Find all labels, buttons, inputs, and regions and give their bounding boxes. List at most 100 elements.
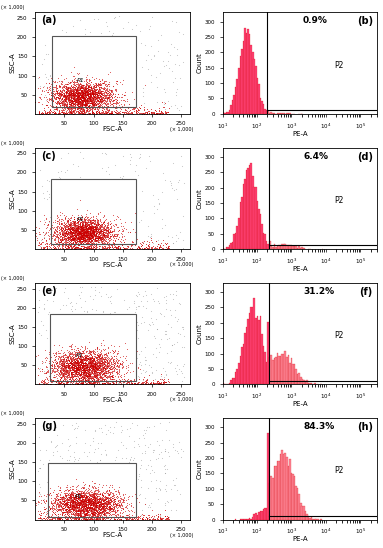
Point bbox=[74, 89, 80, 98]
Point bbox=[72, 499, 78, 508]
Point bbox=[101, 148, 108, 157]
Point bbox=[91, 226, 97, 235]
Point bbox=[76, 500, 82, 509]
Point bbox=[115, 242, 121, 250]
Point bbox=[84, 222, 90, 231]
Point bbox=[57, 505, 63, 513]
Point bbox=[89, 509, 95, 517]
Point bbox=[69, 509, 75, 518]
Point bbox=[75, 90, 82, 99]
Point bbox=[110, 378, 116, 387]
Point bbox=[120, 490, 126, 499]
Point bbox=[88, 244, 95, 253]
Point bbox=[111, 504, 117, 513]
Point bbox=[76, 232, 82, 241]
Point bbox=[68, 93, 74, 101]
Point bbox=[73, 103, 79, 112]
Point bbox=[125, 515, 131, 523]
Point bbox=[58, 236, 64, 244]
Point bbox=[93, 88, 99, 96]
Point bbox=[117, 237, 123, 246]
Point bbox=[67, 501, 74, 510]
Bar bbox=[277, 113, 278, 114]
Point bbox=[105, 163, 111, 172]
Point bbox=[173, 44, 180, 53]
Point bbox=[98, 28, 104, 37]
Point bbox=[90, 513, 96, 522]
Point bbox=[111, 226, 117, 235]
Point bbox=[106, 501, 112, 510]
Point bbox=[72, 230, 79, 238]
Point bbox=[48, 80, 54, 89]
Point bbox=[112, 379, 118, 388]
Point bbox=[23, 488, 29, 496]
Point bbox=[90, 101, 96, 110]
Point bbox=[103, 356, 110, 365]
Point bbox=[62, 353, 68, 362]
Point bbox=[85, 224, 91, 233]
Point bbox=[56, 495, 62, 504]
Point bbox=[95, 86, 101, 95]
Point bbox=[71, 236, 77, 244]
Point bbox=[79, 357, 85, 366]
Point bbox=[109, 87, 115, 96]
Point bbox=[108, 102, 115, 111]
Point bbox=[77, 369, 83, 378]
Point bbox=[64, 367, 70, 376]
Bar bbox=[235, 233, 236, 249]
Point bbox=[94, 503, 100, 511]
Point bbox=[90, 89, 96, 98]
Point bbox=[93, 88, 99, 96]
Point bbox=[131, 453, 137, 462]
Point bbox=[68, 99, 74, 108]
Point bbox=[132, 490, 138, 499]
Point bbox=[120, 222, 126, 231]
Point bbox=[103, 103, 110, 112]
Point bbox=[67, 491, 74, 500]
Point bbox=[67, 513, 73, 522]
Point bbox=[139, 380, 146, 389]
Point bbox=[79, 505, 85, 514]
Point bbox=[77, 101, 83, 110]
Point bbox=[90, 100, 96, 109]
Point bbox=[66, 356, 72, 365]
Point bbox=[81, 235, 87, 244]
Point bbox=[116, 377, 122, 386]
Bar bbox=[244, 333, 246, 384]
Point bbox=[59, 361, 65, 369]
Point bbox=[58, 88, 64, 96]
Point bbox=[90, 90, 97, 99]
Point bbox=[93, 354, 99, 363]
Point bbox=[72, 89, 78, 98]
Point bbox=[98, 354, 104, 363]
Point bbox=[75, 490, 81, 499]
Point bbox=[82, 366, 88, 374]
Point bbox=[97, 86, 103, 95]
Point bbox=[88, 237, 95, 246]
Point bbox=[100, 236, 106, 244]
Point bbox=[90, 235, 96, 243]
Point bbox=[62, 81, 68, 90]
Point bbox=[62, 93, 68, 101]
Point bbox=[96, 104, 102, 113]
Point bbox=[109, 92, 115, 101]
Point bbox=[78, 512, 84, 521]
Point bbox=[86, 366, 92, 374]
Point bbox=[79, 379, 85, 388]
Point bbox=[52, 497, 58, 506]
Point bbox=[105, 235, 111, 243]
Point bbox=[83, 359, 90, 368]
Bar bbox=[260, 511, 261, 520]
Point bbox=[86, 232, 92, 241]
Point bbox=[133, 291, 139, 300]
Point bbox=[85, 376, 91, 385]
Point bbox=[101, 496, 108, 505]
Point bbox=[70, 89, 76, 98]
Point bbox=[69, 99, 75, 107]
Point bbox=[95, 226, 101, 235]
Point bbox=[62, 94, 69, 103]
Point bbox=[39, 244, 46, 253]
Point bbox=[83, 495, 89, 504]
Point bbox=[160, 378, 166, 386]
Point bbox=[68, 357, 74, 366]
